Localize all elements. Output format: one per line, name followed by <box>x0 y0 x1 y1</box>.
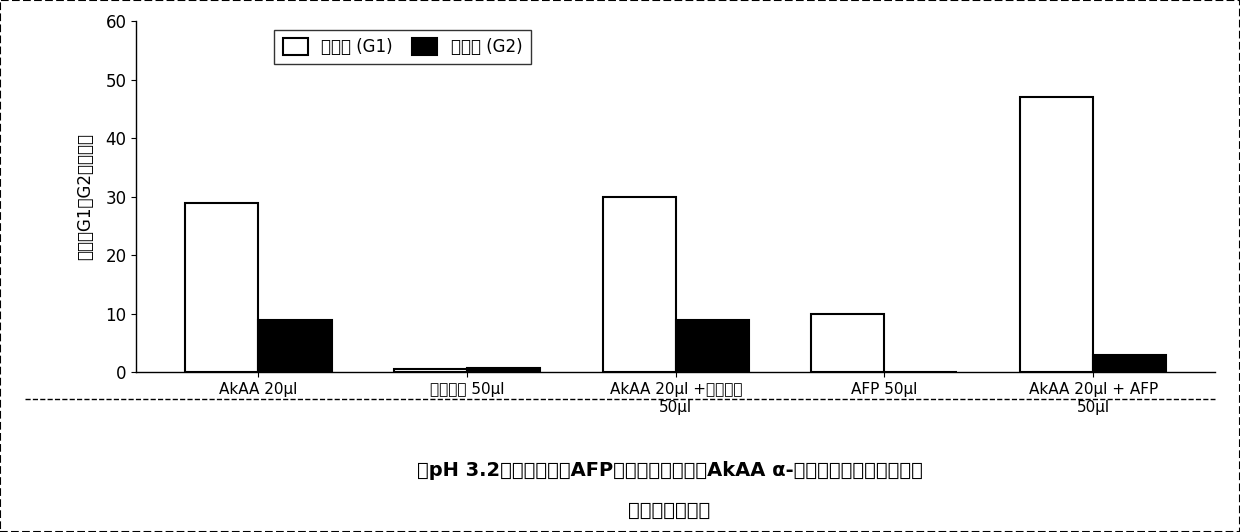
Bar <box>1021 97 1094 372</box>
Text: 葯葡糖和麦芽糖: 葯葡糖和麦芽糖 <box>629 501 711 520</box>
Bar <box>603 197 676 372</box>
Bar <box>258 320 331 372</box>
Bar <box>186 203 258 372</box>
Y-axis label: 釋放的G1和G2的峰面积: 釋放的G1和G2的峰面积 <box>77 134 94 260</box>
Bar <box>467 368 541 372</box>
Bar <box>1094 355 1166 372</box>
Bar <box>676 320 749 372</box>
Bar <box>811 314 884 372</box>
Legend: 葯葡糖 (G1), 麦芽糖 (G2): 葯葡糖 (G1), 麦芽糖 (G2) <box>274 30 531 64</box>
Text: 在pH 3.2在胃蛋白酶和AFP蛋白酶存在下通过AkAA α-淠粉酶从玉米面粉中释放: 在pH 3.2在胃蛋白酶和AFP蛋白酶存在下通过AkAA α-淠粉酶从玉米面粉中… <box>417 461 923 480</box>
Bar <box>394 369 467 372</box>
